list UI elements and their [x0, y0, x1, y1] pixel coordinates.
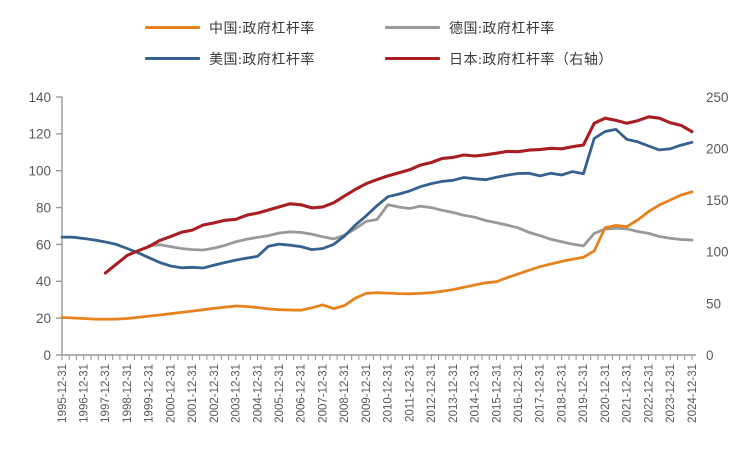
x-axis-label: 2023-12-31	[665, 364, 677, 423]
x-axis-label: 2008-12-31	[339, 364, 351, 423]
x-axis-label: 2019-12-31	[578, 364, 590, 423]
series-line-germany	[147, 203, 694, 252]
y-axis-label-right: 250	[706, 90, 729, 105]
y-axis-label-right: 100	[706, 245, 729, 260]
x-axis-label: 1995-12-31	[57, 364, 69, 423]
x-axis-label: 2002-12-31	[209, 364, 221, 423]
x-axis-label: 2009-12-31	[361, 364, 373, 423]
x-axis-label: 2018-12-31	[556, 364, 568, 423]
x-axis-label: 1999-12-31	[144, 364, 156, 423]
y-axis-label-right: 50	[706, 296, 721, 311]
y-axis-label-right: 150	[706, 193, 729, 208]
legend-swatch-japan	[385, 57, 440, 60]
x-axis-label: 2021-12-31	[622, 364, 634, 423]
y-axis-label-left: 80	[36, 200, 51, 215]
x-axis-label: 2014-12-31	[470, 364, 482, 423]
x-axis-label: 1997-12-31	[100, 364, 112, 423]
legend-label-japan: 日本:政府杠杆率（右轴）	[449, 52, 613, 68]
legend-label-germany: 德国:政府杠杆率	[449, 21, 555, 37]
y-axis-label-right: 0	[706, 348, 714, 363]
x-axis-label: 2003-12-31	[231, 364, 243, 423]
x-axis-label: 2022-12-31	[643, 364, 655, 423]
x-axis-label: 2013-12-31	[448, 364, 460, 423]
legend-swatch-china	[145, 26, 200, 29]
series-line-china	[60, 190, 694, 321]
x-axis-label: 2020-12-31	[600, 364, 612, 423]
x-axis-label: 2012-12-31	[426, 364, 438, 423]
y-axis-label-left: 60	[36, 237, 51, 252]
legend-swatch-germany	[385, 26, 440, 29]
y-axis-label-left: 140	[28, 90, 51, 105]
y-axis-label-left: 120	[28, 127, 51, 142]
y-axis-label-left: 20	[36, 311, 51, 326]
legend-item-japan: 日本:政府杠杆率（右轴）	[385, 49, 615, 69]
x-axis-label: 2010-12-31	[383, 364, 395, 423]
y-axis-label-left: 40	[36, 274, 51, 289]
x-axis-label: 2006-12-31	[296, 364, 308, 423]
legend-item-germany: 德国:政府杠杆率	[385, 18, 615, 38]
x-axis-label: 2001-12-31	[187, 364, 199, 423]
chart-legend: 中国:政府杠杆率 德国:政府杠杆率美国:政府杠杆率 日本:政府杠杆率（右轴）	[145, 12, 615, 74]
x-axis-label: 2005-12-31	[274, 364, 286, 423]
x-axis-label: 2011-12-31	[404, 364, 416, 422]
x-axis-label: 2007-12-31	[317, 364, 329, 423]
y-axis-label-right: 200	[706, 141, 729, 156]
x-axis-label: 2017-12-31	[535, 364, 547, 423]
x-axis-label: 1996-12-31	[79, 364, 91, 423]
x-axis-label: 2000-12-31	[165, 364, 177, 423]
y-axis-label-left: 0	[43, 348, 51, 363]
y-axis-label-left: 100	[28, 164, 51, 179]
legend-item-china: 中国:政府杠杆率	[145, 18, 385, 38]
legend-item-usa: 美国:政府杠杆率	[145, 49, 385, 69]
series-line-japan	[103, 115, 694, 275]
x-axis-label: 2016-12-31	[513, 364, 525, 423]
legend-swatch-usa	[145, 57, 200, 60]
series-line-usa	[60, 127, 694, 270]
x-axis-label: 2024-12-31	[687, 364, 699, 423]
x-axis-label: 2015-12-31	[491, 364, 503, 423]
x-axis-label: 1998-12-31	[122, 364, 134, 423]
legend-label-china: 中国:政府杠杆率	[209, 21, 315, 37]
x-axis-label: 2004-12-31	[252, 364, 264, 423]
legend-label-usa: 美国:政府杠杆率	[209, 52, 315, 68]
